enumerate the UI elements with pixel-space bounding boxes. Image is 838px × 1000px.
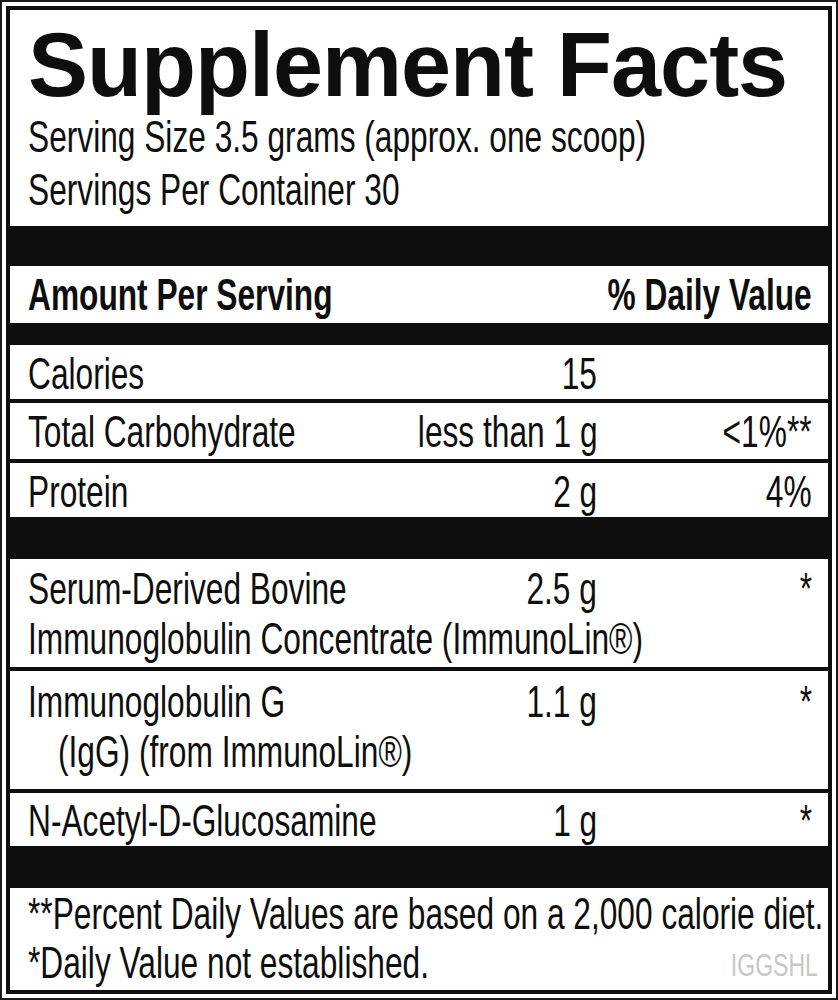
nutrient-name: Protein [28, 467, 828, 517]
nutrient-daily-value: <1%** [688, 407, 812, 457]
label-outer-frame: Supplement Facts Serving Size 3.5 grams … [0, 0, 838, 1000]
nutrient-amount: 2.5 g [499, 564, 597, 614]
servings-per-container-line: Servings Per Container 30 [28, 163, 828, 216]
nutrient-name-line-2: (IgG) (from ImmunoLin®) [28, 727, 828, 777]
nutrient-row-immunoglobulin-g: Immunoglobulin G (IgG) (from ImmunoLin®)… [10, 667, 828, 789]
nutrient-name-line-1: Immunoglobulin G [28, 677, 828, 727]
nutrient-amount: 2 g [536, 467, 597, 517]
nutrient-row-n-acetyl-d-glucosamine: N-Acetyl-D-Glucosamine 1 g * [10, 789, 828, 846]
panel-title: Supplement Facts [28, 20, 828, 110]
medium-divider-header [10, 323, 828, 345]
nutrient-daily-value: * [795, 677, 812, 727]
servings-per-container-text: Servings Per Container 30 [28, 163, 400, 216]
serving-size-text: Serving Size 3.5 grams (approx. one scoo… [28, 110, 646, 163]
nutrient-row-total-carbohydrate: Total Carbohydrate less than 1 g <1%** [10, 399, 828, 459]
nutrient-amount: 15 [548, 349, 597, 399]
nutrient-row-calories: Calories 15 [10, 345, 828, 399]
watermark-code: IGGSHL [697, 947, 818, 984]
table-header-row: Amount Per Serving % Daily Value [10, 266, 828, 323]
nutrient-row-serum-derived-bovine: Serum-Derived Bovine Immunoglobulin Conc… [10, 559, 828, 667]
nutrient-amount: 1.1 g [499, 677, 597, 727]
nutrient-row-protein: Protein 2 g 4% [10, 459, 828, 517]
nutrient-name-line-2: Immunoglobulin Concentrate (ImmunoLin®) [28, 614, 828, 664]
thick-divider-top [10, 226, 828, 266]
supplement-facts-panel: Supplement Facts Serving Size 3.5 grams … [6, 6, 832, 994]
nutrient-amount: 1 g [536, 796, 597, 846]
footnote-percent-daily-values: **Percent Daily Values are based on a 2,… [28, 890, 828, 937]
thick-divider-bottom [10, 846, 828, 888]
nutrient-daily-value: 4% [748, 467, 812, 517]
nutrient-name: N-Acetyl-D-Glucosamine [28, 796, 828, 846]
nutrient-name: Calories [28, 349, 828, 399]
nutrient-amount: less than 1 g [348, 407, 598, 457]
nutrient-name-line-1: Serum-Derived Bovine [28, 564, 828, 614]
nutrient-daily-value: * [795, 564, 812, 614]
percent-daily-value-label: % Daily Value [528, 266, 812, 323]
nutrient-daily-value: * [795, 796, 812, 846]
serving-size-line: Serving Size 3.5 grams (approx. one scoo… [28, 110, 828, 163]
amount-per-serving-label: Amount Per Serving [28, 270, 333, 320]
thick-divider-middle [10, 517, 828, 559]
